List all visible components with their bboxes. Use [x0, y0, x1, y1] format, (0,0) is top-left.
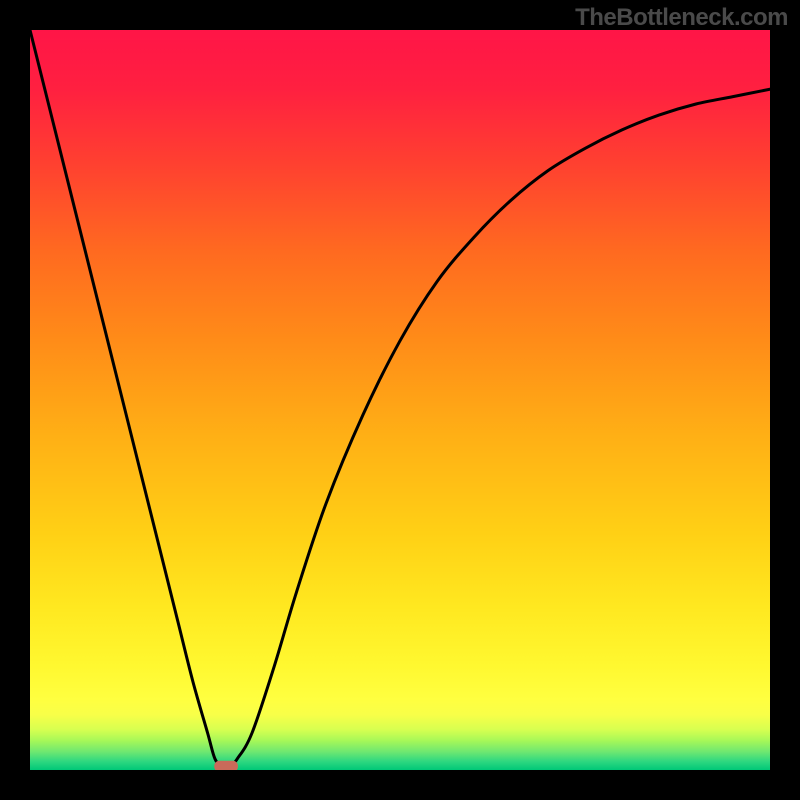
chart-svg	[30, 30, 770, 770]
plot-area	[30, 30, 770, 770]
watermark-text: TheBottleneck.com	[575, 4, 788, 32]
chart-container: TheBottleneck.com	[0, 0, 800, 800]
gradient-background	[30, 30, 770, 770]
optimum-marker	[214, 761, 238, 770]
